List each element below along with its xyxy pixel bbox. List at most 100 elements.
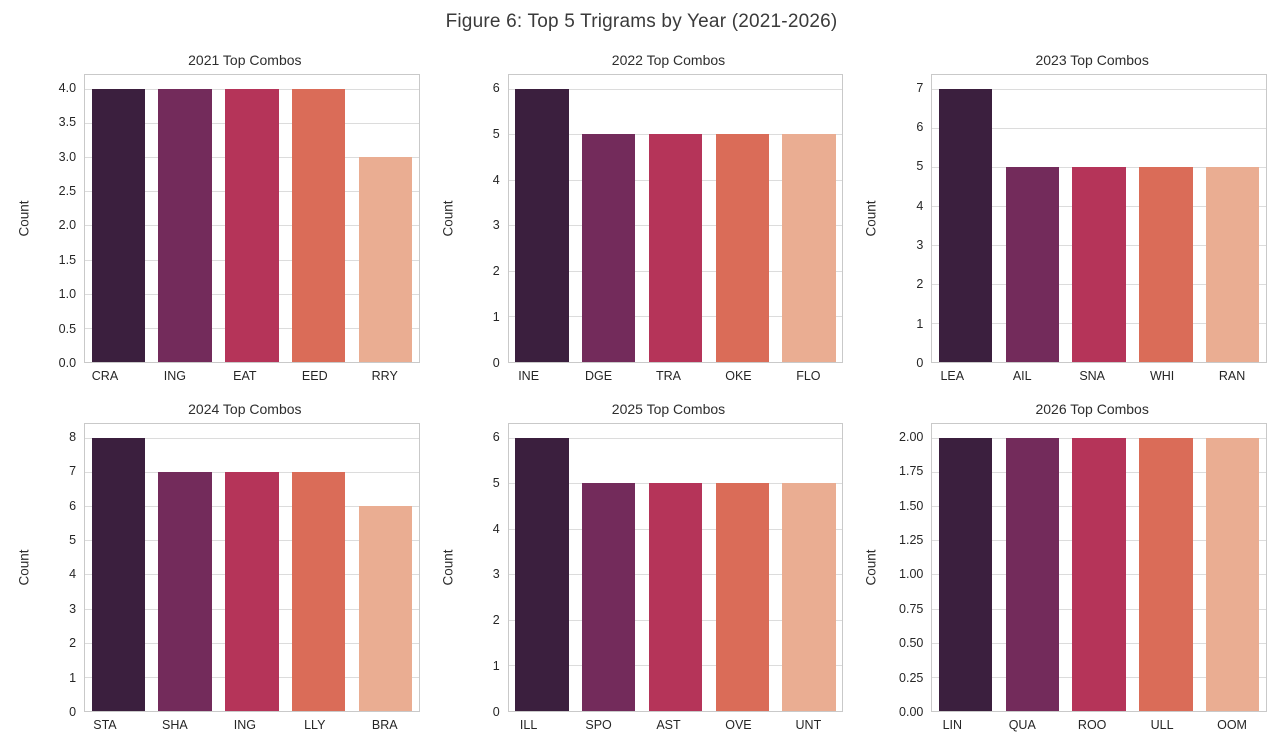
x-tick-labels: LIN QUA ROO ULL OOM [917, 712, 1267, 742]
x-tick-labels: INE DGE TRA OKE FLO [494, 363, 844, 393]
x-tick-labels: CRA ING EAT EED RRY [70, 363, 420, 393]
bar-OKE [715, 134, 769, 362]
y-tick-label: 0.25 [899, 670, 924, 685]
x-tick-label: RRY [371, 369, 398, 383]
y-tick-label: 1 [69, 670, 77, 685]
gridline [508, 437, 843, 439]
y-tick-label: 0 [69, 704, 77, 719]
y-tick-labels: 0 1 2 3 4 5 6 [466, 423, 508, 717]
x-tick-label: FLO [796, 369, 821, 383]
y-tick-label: 7 [69, 463, 77, 478]
gridline [85, 437, 419, 439]
plot-area-wrap [507, 74, 854, 363]
bar-FLO [782, 134, 836, 362]
y-tick-label: 5 [492, 126, 500, 141]
y-tick-label: 6 [916, 119, 924, 134]
x-tick-label: DGE [585, 369, 613, 383]
y-tick-label: 0.5 [58, 321, 77, 336]
bar-SNA [1072, 166, 1126, 362]
axes-title: 2024 Top Combos [188, 401, 302, 417]
y-tick-label: 2 [492, 613, 500, 627]
bar-LIN [939, 437, 993, 711]
bar-SHA [158, 471, 212, 711]
x-tick-label: QUA [1008, 718, 1036, 732]
x-tick-label: ULL [1150, 718, 1174, 732]
plot-area-wrap [931, 74, 1277, 363]
bar-LLY [291, 471, 346, 711]
bar-AST [648, 483, 703, 711]
y-tick-label: 0 [492, 704, 500, 719]
subplot: 2023 Top Combos Count 0 1 2 3 4 5 6 7 LEA AIL SNA… [853, 44, 1277, 393]
bar-UNT [782, 483, 836, 711]
y-tick-label: 7 [916, 80, 924, 95]
bar-EAT [225, 88, 279, 362]
y-tick-label: 0.75 [899, 601, 924, 616]
y-tick-label: 3.0 [58, 149, 77, 164]
subplot-grid: 2021 Top Combos Count 0.0 0.5 1.0 1.5 2.0 2.5… [0, 44, 1283, 742]
x-tick-label: EAT [233, 369, 257, 383]
y-tick-label: 4.0 [58, 80, 77, 95]
x-tick-label: LEA [940, 369, 965, 383]
plot-area [84, 74, 420, 363]
y-tick-label: 2.00 [899, 429, 924, 444]
x-tick-label: SNA [1079, 369, 1106, 383]
x-tick-label: WHI [1149, 369, 1175, 383]
y-tick-labels: 0 1 2 3 4 5 6 [466, 74, 508, 368]
y-tick-label: 2 [492, 264, 500, 278]
x-tick-label: BRA [371, 718, 398, 732]
y-tick-label: 4 [69, 567, 77, 582]
x-tick-label: ING [163, 369, 187, 383]
y-tick-label: 0 [916, 355, 924, 370]
x-tick-label: ROO [1077, 718, 1107, 732]
axes-title: 2022 Top Combos [611, 52, 726, 68]
y-tick-label: 0.50 [899, 635, 924, 650]
x-tick-label: SPO [585, 718, 612, 732]
subplot: 2026 Top Combos Count 0.00 0.25 0.50 0.75 1.… [853, 393, 1277, 742]
gridline [932, 88, 1266, 90]
x-tick-label: RAN [1218, 369, 1246, 383]
bar-INE [515, 88, 569, 362]
x-tick-label: ILL [519, 718, 538, 732]
plot-area [84, 423, 420, 712]
y-tick-labels: 0 1 2 3 4 5 6 7 [889, 74, 931, 368]
subplot: 2024 Top Combos Count 0 1 2 3 4 5 6 7 8 STA SHA IN… [6, 393, 430, 742]
axes-body: Count 0.0 0.5 1.0 1.5 2.0 2.5 3.0 3.5 4.0 [6, 74, 430, 369]
bar-ING [225, 471, 279, 711]
axes-body: Count 0 1 2 3 4 5 6 7 [853, 74, 1277, 369]
plot-area-wrap [84, 423, 430, 712]
bar-OOM [1205, 437, 1260, 711]
y-axis-label-wrap: Count [430, 423, 466, 712]
y-tick-label: 2 [916, 277, 924, 292]
y-tick-label: 0.00 [899, 704, 924, 719]
y-axis-label-wrap: Count [853, 74, 889, 363]
x-tick-label: STA [93, 718, 117, 732]
subplot: 2025 Top Combos Count 0 1 2 3 4 5 6 ILL SPO AST O… [430, 393, 854, 742]
y-tick-label: 1.25 [899, 532, 924, 547]
bar-RRY [358, 157, 412, 362]
x-tick-label: LLY [304, 718, 326, 732]
bar-WHI [1139, 166, 1193, 362]
y-tick-label: 1.5 [58, 252, 77, 267]
y-tick-label: 5 [69, 532, 77, 547]
x-tick-labels: ILL SPO AST OVE UNT [494, 712, 844, 742]
plot-area-wrap [84, 74, 430, 363]
y-tick-label: 4 [916, 198, 924, 213]
x-tick-label: EED [301, 369, 328, 383]
x-tick-label: ING [233, 718, 256, 732]
y-tick-label: 1.50 [899, 498, 924, 513]
y-tick-label: 3.5 [58, 114, 77, 129]
y-tick-label: 3 [916, 237, 924, 252]
subplot: 2021 Top Combos Count 0.0 0.5 1.0 1.5 2.0 2.5… [6, 44, 430, 393]
y-tick-label: 2.5 [58, 183, 77, 198]
axes-body: Count 0 1 2 3 4 5 6 [430, 423, 854, 718]
x-tick-label: TRA [656, 369, 681, 383]
plot-area-wrap [931, 423, 1277, 712]
y-tick-label: 1.75 [899, 463, 924, 478]
bar-ULL [1139, 437, 1193, 711]
y-axis-label-wrap: Count [6, 423, 42, 712]
y-tick-label: 6 [69, 498, 77, 513]
x-tick-label: SHA [162, 718, 188, 732]
bar-TRA [648, 134, 703, 362]
y-tick-label: 1.0 [58, 286, 77, 301]
